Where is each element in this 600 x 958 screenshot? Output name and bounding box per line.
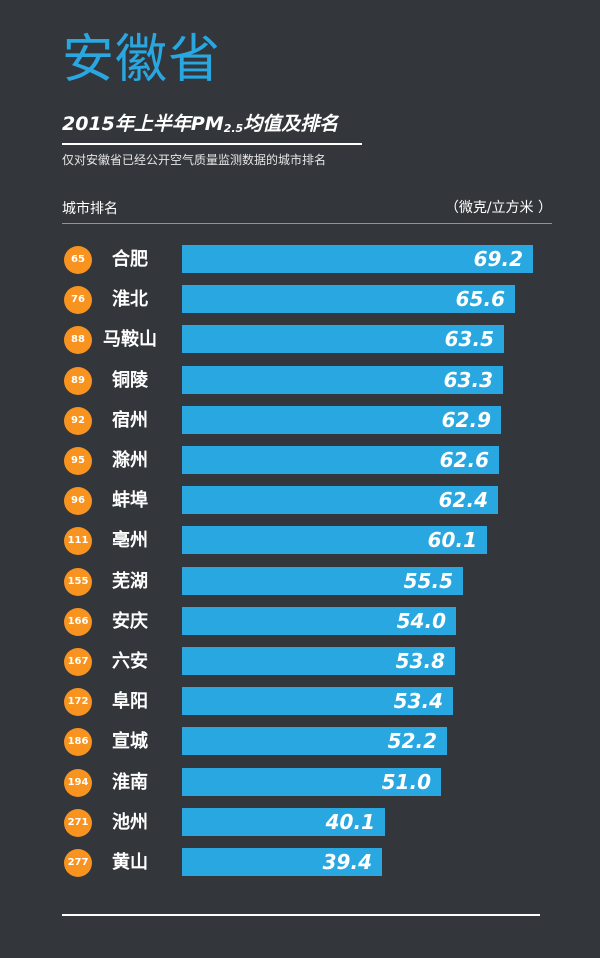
bar: 60.1 [182, 526, 487, 555]
bar: 63.5 [182, 325, 504, 354]
rank-badge: 89 [64, 366, 92, 395]
city-label: 蚌埠 [112, 490, 148, 512]
bar-row: 65 合肥 69.2 [0, 245, 600, 275]
bar-row: 89 铜陵 63.3 [0, 365, 600, 396]
bar: 69.2 [182, 245, 533, 273]
bar-row: 186 宣城 52.2 [0, 727, 600, 757]
chart-note: 仅对安徽省已经公开空气质量监测数据的城市排名 [62, 153, 327, 167]
bar-row: 167 六安 53.8 [0, 647, 600, 677]
bar-value-label: 53.4 [393, 689, 443, 714]
bar: 62.9 [182, 405, 501, 434]
rank-badge: 96 [64, 487, 92, 516]
bar: 53.8 [182, 647, 455, 675]
subtitle-prefix: 2015年上半年PM [62, 113, 224, 135]
bar-value-label: 52.2 [387, 729, 437, 754]
city-label: 池州 [112, 811, 148, 833]
bar-value-label: 40.1 [325, 809, 375, 834]
bar-row: 194 淮南 51.0 [0, 767, 600, 798]
subtitle-suffix: 均值及排名 [243, 113, 339, 135]
bar: 62.6 [182, 446, 499, 474]
city-label: 宣城 [112, 731, 148, 753]
bar-value-label: 51.0 [381, 769, 431, 794]
bar-row: 76 淮北 65.6 [0, 285, 600, 315]
bar: 52.2 [182, 727, 447, 756]
bar-row: 166 安庆 54.0 [0, 606, 600, 637]
bar: 51.0 [182, 767, 441, 796]
rank-badge: 167 [64, 648, 92, 676]
rank-badge: 166 [64, 607, 92, 636]
bar: 54.0 [182, 606, 456, 635]
city-label: 芜湖 [112, 570, 148, 592]
bar: 55.5 [182, 566, 463, 595]
city-label: 亳州 [112, 530, 148, 552]
chart-subtitle: 2015年上半年PM2.5均值及排名 [62, 111, 338, 140]
bar-row: 155 芜湖 55.5 [0, 566, 600, 597]
city-label: 宿州 [112, 409, 148, 431]
bar-row: 111 亳州 60.1 [0, 526, 600, 556]
city-label: 滁州 [112, 450, 148, 471]
rank-badge: 111 [64, 527, 92, 556]
city-label: 铜陵 [112, 369, 148, 391]
bar-value-label: 60.1 [427, 528, 477, 553]
city-label: 淮南 [112, 771, 148, 793]
bar-value-label: 39.4 [322, 850, 372, 874]
rank-badge: 88 [64, 326, 92, 355]
bar-row: 95 滁州 62.6 [0, 446, 600, 476]
bar-value-label: 55.5 [403, 568, 453, 593]
bar: 63.3 [182, 365, 503, 394]
rank-badge: 194 [64, 768, 92, 797]
rank-badge: 186 [64, 728, 92, 757]
bar-value-label: 69.2 [473, 247, 523, 271]
bar-row: 271 池州 40.1 [0, 807, 600, 838]
city-label: 黄山 [112, 852, 148, 873]
city-label: 合肥 [112, 249, 148, 270]
city-label: 马鞍山 [103, 329, 157, 351]
bar-value-label: 62.9 [441, 407, 491, 432]
rank-badge: 155 [64, 567, 92, 596]
bar: 40.1 [182, 807, 385, 836]
bar-value-label: 54.0 [396, 608, 446, 633]
bar-value-label: 53.8 [395, 649, 445, 673]
city-label: 六安 [112, 651, 148, 672]
bar-row: 96 蚌埠 62.4 [0, 486, 600, 516]
rank-column-header: 城市排名 [62, 201, 118, 217]
rank-badge: 76 [64, 286, 92, 315]
bar-row: 172 阜阳 53.4 [0, 687, 600, 717]
city-label: 安庆 [112, 610, 148, 632]
bar: 62.4 [182, 486, 498, 515]
unit-label: （微克/立方米 ） [444, 200, 552, 216]
bar: 53.4 [182, 687, 453, 716]
rank-badge: 271 [64, 808, 92, 837]
bar-value-label: 63.5 [444, 327, 494, 352]
bar-value-label: 62.4 [438, 488, 488, 513]
rank-badge: 92 [64, 406, 92, 435]
city-label: 阜阳 [112, 691, 148, 713]
bar-value-label: 62.6 [439, 448, 489, 472]
bar-row: 92 宿州 62.9 [0, 405, 600, 436]
rank-badge: 65 [64, 246, 92, 274]
footer-divider [62, 914, 540, 916]
rank-badge: 277 [64, 849, 92, 877]
bar-row: 277 黄山 39.4 [0, 848, 600, 878]
bar: 65.6 [182, 285, 515, 314]
page-title: 安徽省 [62, 30, 222, 90]
rank-badge: 172 [64, 688, 92, 717]
bar: 39.4 [182, 848, 382, 876]
subtitle-subscript: 2.5 [223, 122, 244, 135]
rank-badge: 95 [64, 447, 92, 475]
bar-row: 88 马鞍山 63.5 [0, 325, 600, 355]
title-divider [62, 143, 362, 145]
bar-value-label: 65.6 [455, 287, 505, 312]
city-label: 淮北 [112, 289, 148, 311]
bar-value-label: 63.3 [443, 367, 493, 392]
header-divider [62, 223, 552, 224]
